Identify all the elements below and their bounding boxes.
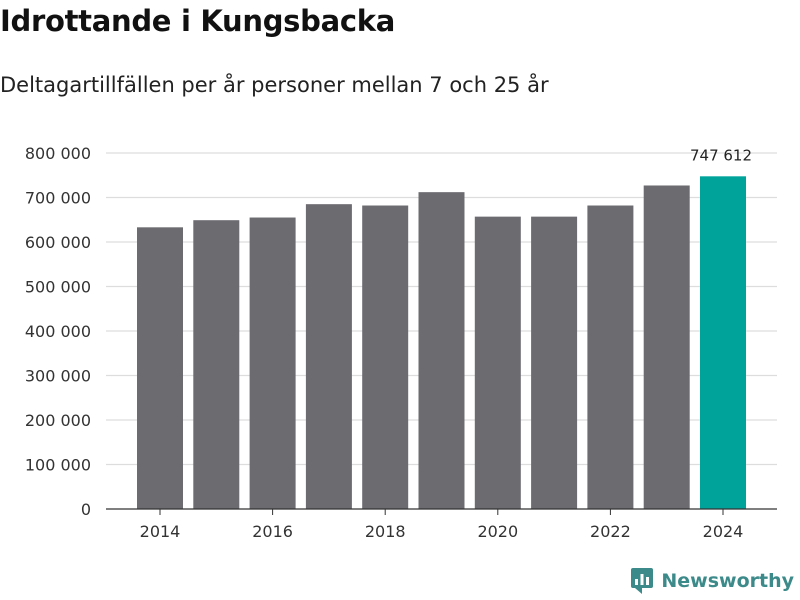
bar-2015: [193, 220, 240, 509]
bar-2023: [643, 185, 690, 510]
y-tick-label: 700 000: [25, 189, 91, 208]
x-tick-label: 2022: [590, 522, 631, 541]
bar-2017: [305, 204, 352, 510]
bar-2019: [418, 192, 465, 509]
bar-2014: [137, 227, 183, 509]
y-tick-label: 800 000: [25, 144, 91, 163]
bar-2022: [587, 205, 634, 509]
bar-2016: [249, 217, 296, 509]
bar-2018: [362, 205, 409, 509]
data-label: 747 612: [690, 146, 752, 164]
data-labels: 747 612: [690, 146, 752, 164]
y-tick-label: 600 000: [25, 233, 91, 252]
newsworthy-logo-icon: [631, 568, 654, 594]
chart-subtitle: Deltagartillfällen per år personer mella…: [0, 73, 549, 97]
newsworthy-logo[interactable]: Newsworthy: [631, 568, 794, 594]
y-tick-label: 100 000: [25, 456, 91, 475]
newsworthy-logo-text: Newsworthy: [661, 570, 794, 592]
y-tick-label: 200 000: [25, 411, 91, 430]
x-tick-label: 2018: [365, 522, 406, 541]
bar-2021: [531, 216, 578, 509]
chart-title: Idrottande i Kungsbacka: [0, 4, 396, 38]
y-tick-label: 500 000: [25, 278, 91, 297]
x-axis-ticks: 2014 2016 2018 2020 2022 2024: [140, 509, 744, 541]
bar-2024: [700, 176, 746, 509]
x-tick-label: 2016: [252, 522, 293, 541]
x-tick-label: 2020: [477, 522, 518, 541]
bars: [137, 176, 746, 510]
x-tick-label: 2024: [703, 522, 744, 541]
x-tick-label: 2014: [140, 522, 181, 541]
y-tick-label: 300 000: [25, 367, 91, 386]
y-tick-label: 0: [81, 500, 91, 519]
bar-2020: [474, 216, 521, 509]
y-axis-labels: 0 100 000 200 000 300 000 400 000 500 000 600 …: [25, 144, 91, 519]
y-tick-label: 400 000: [25, 322, 91, 341]
